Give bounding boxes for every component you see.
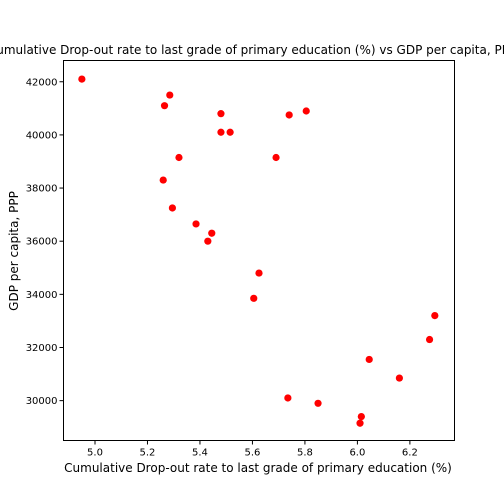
ticks-layer: 5.0 5.2 5.4 5.6 5.8 6.0 6.2 30000 32000 34000 3600… [26, 77, 418, 458]
data-point [204, 237, 212, 245]
chart-title: Cumulative Drop-out rate to last grade o… [0, 43, 504, 57]
data-point [166, 91, 174, 99]
plot-frame [63, 60, 455, 441]
x-axis-label: Cumulative Drop-out rate to last grade o… [64, 461, 452, 475]
data-point [217, 128, 225, 136]
data-point [395, 374, 403, 382]
x-tick-label: 6.0 [349, 448, 365, 459]
y-tick-label: 38000 [26, 184, 58, 195]
data-point [425, 335, 434, 344]
data-point [285, 111, 293, 119]
x-tick-label: 5.4 [192, 448, 208, 459]
data-points [78, 75, 439, 427]
data-point [159, 176, 167, 184]
data-point [284, 394, 292, 402]
data-point [272, 153, 280, 162]
data-point [255, 269, 263, 277]
data-point [192, 220, 200, 228]
y-tick-label: 30000 [26, 396, 58, 407]
data-point [226, 128, 234, 136]
data-point [168, 204, 177, 212]
data-point [250, 294, 258, 302]
x-tick-label: 5.0 [87, 448, 103, 459]
data-point [78, 75, 86, 83]
y-tick-label: 40000 [26, 130, 58, 141]
data-point [357, 412, 365, 421]
data-point [314, 399, 322, 407]
data-point [160, 102, 169, 110]
data-point [365, 355, 373, 364]
data-point [217, 110, 225, 118]
data-point [356, 419, 364, 427]
data-point [175, 153, 183, 162]
x-tick-label: 6.2 [402, 448, 418, 459]
x-tick-label: 5.2 [140, 448, 156, 459]
y-axis-label: GDP per capita, PPP [7, 191, 21, 311]
data-point [431, 312, 439, 320]
data-point [302, 107, 310, 115]
y-tick-label: 32000 [26, 343, 58, 354]
y-tick-label: 36000 [26, 237, 58, 248]
y-tick-label: 42000 [26, 77, 58, 88]
data-point [208, 229, 216, 237]
x-tick-label: 5.6 [244, 448, 260, 459]
y-tick-label: 34000 [26, 290, 58, 301]
x-tick-label: 5.8 [297, 448, 313, 459]
